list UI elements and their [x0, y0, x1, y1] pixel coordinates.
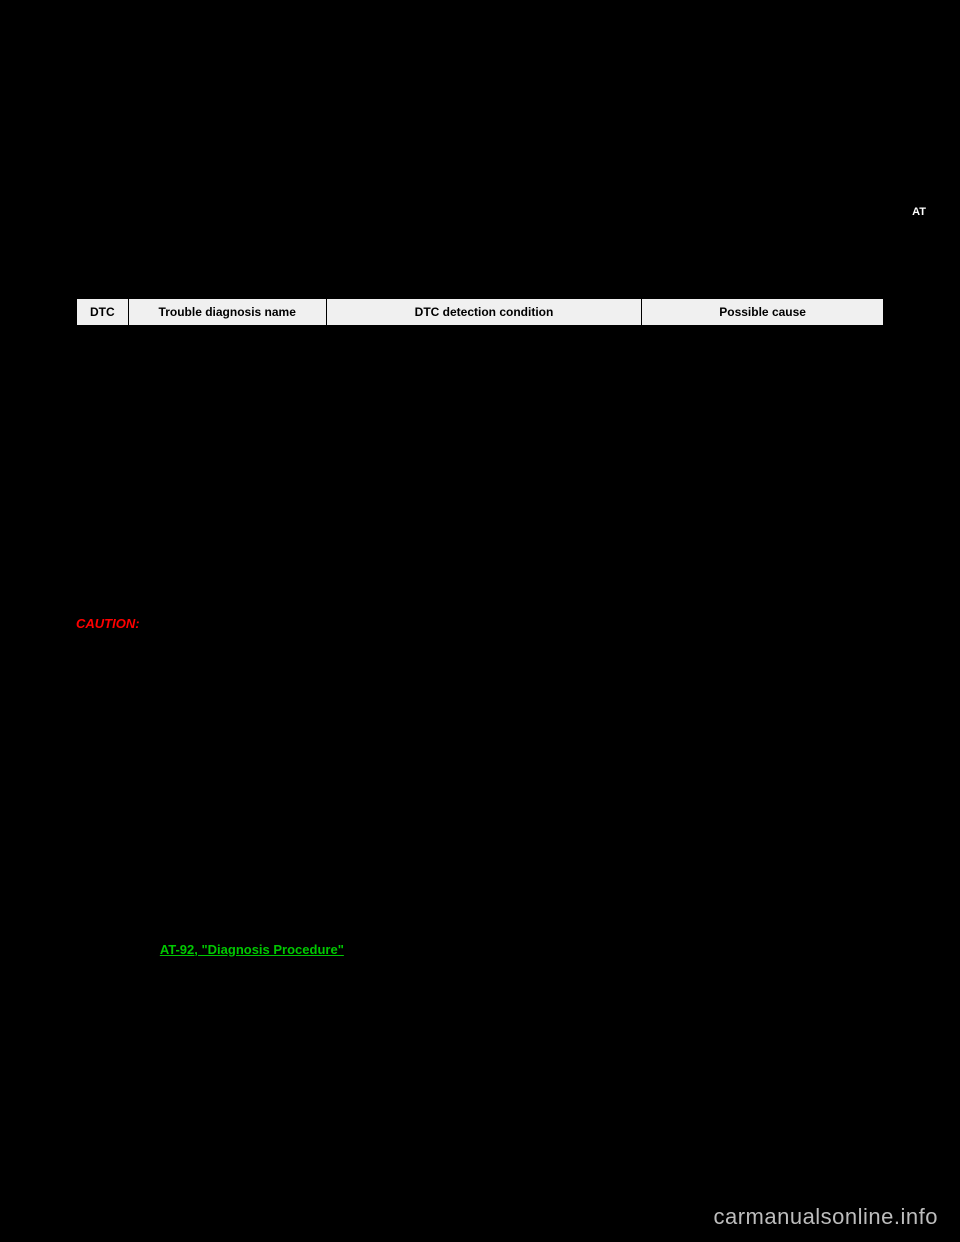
header-left: P0720 VEHICLE SPEED SENSOR A/T (REVOLUTI… [76, 66, 460, 81]
cause-note: Cause of the P0720 is the malfunctioning… [76, 420, 884, 459]
sidebar-b: B [900, 140, 938, 164]
gst-body: Follow the procedure "With CONSULT-III". [76, 1011, 884, 1031]
cond-r3r: Other than "P" and "N" positions [288, 875, 609, 902]
cond-r2l: VHCL/S SE-A/T [111, 848, 289, 875]
ct-h3: Status [491, 469, 614, 496]
watermark: carmanualsonline.info [713, 1204, 938, 1230]
sidebar-p: P [900, 574, 938, 598]
cond-r3l: Driving position [111, 875, 289, 902]
ct-r2c2: Combination meter signal malfunction (On… [190, 523, 490, 564]
info-id-desc: INFOID:0000000005986032 [758, 162, 884, 173]
cond-r1l: ACCELE POSI [111, 821, 289, 848]
sidebar-f: F [900, 274, 938, 298]
doc-title: DTC/CIRCUIT DIAGNOSIS [76, 96, 223, 117]
dtc-th-cause: Possible cause [642, 299, 884, 326]
ct-h2: Condition [190, 469, 490, 496]
dtc-th-dtc: DTC [77, 299, 129, 326]
sidebar-m: M [900, 484, 938, 508]
sidebar-c: C [900, 170, 938, 194]
dtc-causes: Harness or connectors (sensor circuit is… [642, 326, 884, 381]
question: Is "P0720" detected? [76, 920, 884, 940]
sidebar-blank [900, 230, 938, 238]
cause-2: Revolution sensor [650, 360, 875, 374]
ct-r1c2: Revolution sensor signal input [190, 496, 490, 523]
ct-r1c3: Displayed [491, 496, 614, 523]
sidebar-o: O [900, 544, 938, 568]
sidebar-g: G [900, 304, 938, 328]
ct-r1c1: VHCL/S SE-A/T [77, 496, 191, 523]
note-body: If "DTC CONFIRMATION PROCEDURE" has been… [76, 678, 849, 713]
sidebar-at: AT [900, 200, 938, 224]
cond-r2r: 1/8 or less [288, 848, 609, 875]
caution-body: Always drive vehicle at a safe speed. [76, 636, 304, 651]
dtc-th-cond: DTC detection condition [326, 299, 642, 326]
cause-1: Harness or connectors (sensor circuit is… [650, 332, 875, 360]
diagnosis-link[interactable]: AT-92, "Diagnosis Procedure" [160, 942, 344, 957]
description-heading: Description [76, 160, 148, 175]
cause-table: Monitor Item Condition Status VHCL/S SE-… [76, 468, 614, 564]
step-1: 1. Start the engine. [76, 774, 884, 794]
section-title: P0720 VEHICLE SPEED SENSOR A/T (REVOLUTI… [76, 130, 519, 147]
with-gst-label: With GST [100, 993, 154, 1007]
sidebar-k: K [900, 424, 938, 448]
ct-r2c3: Not displayed (NG) [491, 523, 614, 564]
dtc-table: DTC Trouble diagnosis name DTC detection… [76, 298, 884, 381]
dtc-detection-logic-heading: DTC DETECTION LOGIC [76, 276, 884, 296]
confirm-title: DTC CONFIRMATION PROCEDURE [76, 590, 884, 610]
cond-r1r: 1/8 or less [288, 821, 609, 848]
with-consult-label: With CONSULT-III [100, 751, 200, 765]
header-right: [5AT: RE5R05A] [787, 66, 884, 81]
section-sidebar: A B C AT E F G H I J K L M N O P [900, 110, 940, 598]
dtc-name: Vehicle speed sensor A/T (Revolution sen… [128, 326, 326, 381]
sidebar-h: H [900, 334, 938, 358]
info-id-logic: INFOID:0000000005986033 [758, 250, 884, 261]
page-number: AT-91 [0, 1183, 960, 1198]
caution-label: CAUTION: [76, 616, 140, 631]
condition-table: ACCELE POSI 1/8 or less VHCL/S SE-A/T 1/… [110, 820, 610, 902]
dtc-th-name: Trouble diagnosis name [128, 299, 326, 326]
sidebar-i: I [900, 364, 938, 388]
sidebar-l: L [900, 454, 938, 478]
dtc-code: P0720 [77, 326, 129, 381]
yes-line: YES >> Go to AT-92, "Diagnosis Procedure… [76, 940, 884, 960]
sidebar-a: A [900, 110, 938, 134]
step1-title: 1.CHECK DTC DETECTION [76, 718, 884, 741]
ct-h1: Monitor Item [77, 469, 191, 496]
ct-r2c1: VHCL/S SE-MTR [77, 523, 191, 564]
step-2: 2. Drive vehicle under the following con… [76, 794, 884, 814]
sidebar-j: J [900, 394, 938, 418]
gst-icon: GST [76, 991, 96, 1011]
sidebar-e: E [900, 244, 938, 268]
note-label: NOTE: [76, 658, 116, 673]
sidebar-n: N [900, 514, 938, 538]
no-line: NO >> Check intermittent incident. [76, 959, 884, 979]
consult-icon: II [76, 749, 96, 769]
dtc-logic-heading: DTC Logic [76, 248, 141, 263]
dtc-condition: TCM does not receive the revolution sens… [326, 326, 642, 381]
description-body: The revolution sensor is installed in th… [76, 184, 884, 223]
